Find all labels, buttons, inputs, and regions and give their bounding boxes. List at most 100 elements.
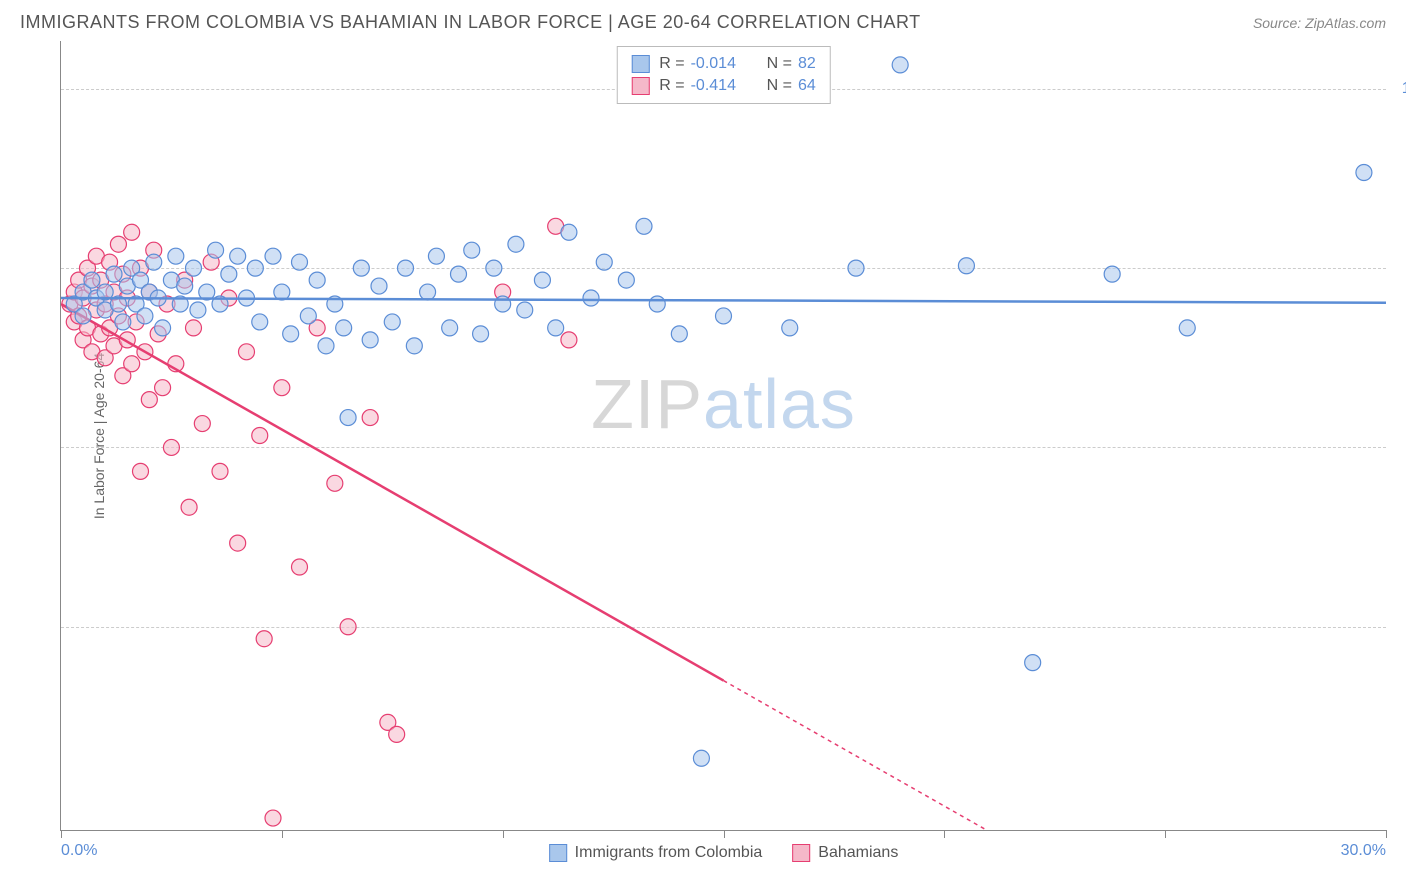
- scatter-point: [239, 344, 255, 360]
- series-legend: Immigrants from Colombia Bahamians: [549, 844, 899, 862]
- scatter-point: [283, 326, 299, 342]
- scatter-point: [300, 308, 316, 324]
- x-tick: [724, 830, 725, 838]
- scatter-point: [212, 463, 228, 479]
- scatter-point: [155, 380, 171, 396]
- legend-label-colombia: Immigrants from Colombia: [575, 844, 763, 862]
- swatch-colombia-icon: [549, 844, 567, 862]
- x-tick-label: 0.0%: [61, 842, 97, 860]
- legend-row-colombia: R = -0.014 N = 82: [631, 53, 815, 75]
- scatter-point: [336, 320, 352, 336]
- scatter-point: [265, 248, 281, 264]
- scatter-point: [110, 236, 126, 252]
- scatter-point: [155, 320, 171, 336]
- scatter-point: [186, 260, 202, 276]
- scatter-point: [561, 224, 577, 240]
- scatter-point: [371, 278, 387, 294]
- scatter-point: [693, 750, 709, 766]
- scatter-point: [146, 254, 162, 270]
- scatter-point: [84, 272, 100, 288]
- scatter-point: [177, 278, 193, 294]
- scatter-point: [398, 260, 414, 276]
- scatter-point: [649, 296, 665, 312]
- scatter-point: [115, 314, 131, 330]
- y-tick-label: 100.0%: [1402, 80, 1406, 98]
- scatter-point: [958, 258, 974, 274]
- scatter-point: [362, 332, 378, 348]
- scatter-point: [274, 380, 290, 396]
- legend-item-bahamians: Bahamians: [792, 844, 898, 862]
- correlation-legend: R = -0.014 N = 82 R = -0.414 N = 64: [616, 46, 830, 104]
- scatter-point: [1179, 320, 1195, 336]
- r-value-bahamians: -0.414: [691, 77, 751, 95]
- chart-plot-area: In Labor Force | Age 20-64 ZIPatlas R = …: [60, 41, 1386, 831]
- scatter-point: [389, 726, 405, 742]
- scatter-point: [221, 266, 237, 282]
- scatter-point: [848, 260, 864, 276]
- scatter-point: [583, 290, 599, 306]
- trend-line: [61, 298, 1386, 303]
- scatter-point: [252, 428, 268, 444]
- scatter-point: [340, 619, 356, 635]
- scatter-point: [671, 326, 687, 342]
- scatter-point: [186, 320, 202, 336]
- swatch-bahamians: [631, 77, 649, 95]
- scatter-point: [256, 631, 272, 647]
- swatch-colombia: [631, 55, 649, 73]
- scatter-point: [384, 314, 400, 330]
- scatter-point: [327, 475, 343, 491]
- legend-label-bahamians: Bahamians: [818, 844, 898, 862]
- x-tick: [1386, 830, 1387, 838]
- scatter-point: [636, 218, 652, 234]
- trend-line-extrapolated: [724, 681, 1387, 830]
- legend-item-colombia: Immigrants from Colombia: [549, 844, 763, 862]
- scatter-point: [265, 810, 281, 826]
- legend-row-bahamians: R = -0.414 N = 64: [631, 75, 815, 97]
- scatter-point: [420, 284, 436, 300]
- x-tick: [282, 830, 283, 838]
- scatter-point: [124, 224, 140, 240]
- chart-title: IMMIGRANTS FROM COLOMBIA VS BAHAMIAN IN …: [20, 12, 921, 33]
- scatter-point: [464, 242, 480, 258]
- scatter-point: [309, 272, 325, 288]
- scatter-point: [561, 332, 577, 348]
- scatter-point: [208, 242, 224, 258]
- scatter-point: [517, 302, 533, 318]
- scatter-point: [406, 338, 422, 354]
- scatter-point: [106, 266, 122, 282]
- scatter-point: [340, 410, 356, 426]
- scatter-point: [442, 320, 458, 336]
- scatter-point: [190, 302, 206, 318]
- scatter-point: [596, 254, 612, 270]
- scatter-point: [292, 559, 308, 575]
- scatter-point: [892, 57, 908, 73]
- x-tick: [503, 830, 504, 838]
- scatter-point: [230, 248, 246, 264]
- scatter-point: [451, 266, 467, 282]
- scatter-point: [75, 308, 91, 324]
- scatter-point: [247, 260, 263, 276]
- scatter-point: [782, 320, 798, 336]
- n-label: N =: [767, 77, 792, 95]
- scatter-point: [292, 254, 308, 270]
- scatter-point: [548, 320, 564, 336]
- r-label: R =: [659, 77, 684, 95]
- x-tick: [61, 830, 62, 838]
- scatter-point: [353, 260, 369, 276]
- n-label: N =: [767, 55, 792, 73]
- n-value-bahamians: 64: [798, 77, 816, 95]
- scatter-point: [534, 272, 550, 288]
- r-value-colombia: -0.014: [691, 55, 751, 73]
- scatter-point: [1025, 655, 1041, 671]
- scatter-point: [133, 463, 149, 479]
- scatter-point: [473, 326, 489, 342]
- trend-line: [61, 304, 724, 681]
- scatter-point: [230, 535, 246, 551]
- scatter-point: [362, 410, 378, 426]
- scatter-point: [124, 356, 140, 372]
- x-tick: [944, 830, 945, 838]
- scatter-point: [168, 248, 184, 264]
- n-value-colombia: 82: [798, 55, 816, 73]
- scatter-point: [1356, 165, 1372, 181]
- scatter-point: [618, 272, 634, 288]
